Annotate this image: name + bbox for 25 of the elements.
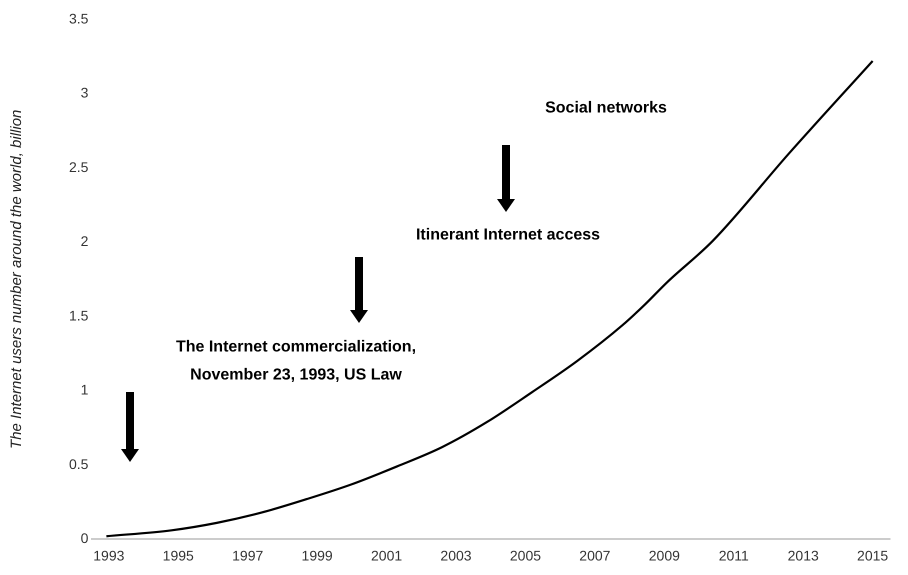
x-tick-label: 2011 xyxy=(718,547,750,564)
x-tick-label: 1995 xyxy=(162,547,194,564)
x-tick-label: 2001 xyxy=(370,547,402,564)
x-tick-label: 2007 xyxy=(579,547,611,564)
x-tick-label: 1993 xyxy=(93,547,125,564)
y-tick-label: 1.5 xyxy=(68,307,89,324)
x-tick-label: 2015 xyxy=(857,547,888,564)
y-tick-label: 1 xyxy=(80,382,89,398)
y-tick-label: 2 xyxy=(80,233,89,250)
x-tick-label: 1997 xyxy=(232,547,264,564)
y-tick-label: 2.5 xyxy=(68,158,89,175)
annotation: Social networks xyxy=(545,99,668,116)
y-tick-label: 3 xyxy=(80,84,89,101)
x-tick-label: 1999 xyxy=(302,547,333,564)
y-tick-label: 0.5 xyxy=(68,456,89,472)
x-tick-label: 2009 xyxy=(648,547,680,564)
x-tick-label: 2003 xyxy=(440,547,472,564)
x-tick-label: 2013 xyxy=(788,547,819,564)
y-tick-label: 0 xyxy=(80,530,89,546)
y-tick-label: 3.5 xyxy=(68,10,89,26)
annotation: The Internet commercialization, November 23, 1993, US Law xyxy=(176,338,416,384)
annotation: Itinerant Internet access xyxy=(416,226,600,244)
y-axis-title: The Internet users number around the world, billion xyxy=(8,110,26,449)
x-tick-label: 2005 xyxy=(510,547,542,564)
line-series xyxy=(105,60,874,538)
